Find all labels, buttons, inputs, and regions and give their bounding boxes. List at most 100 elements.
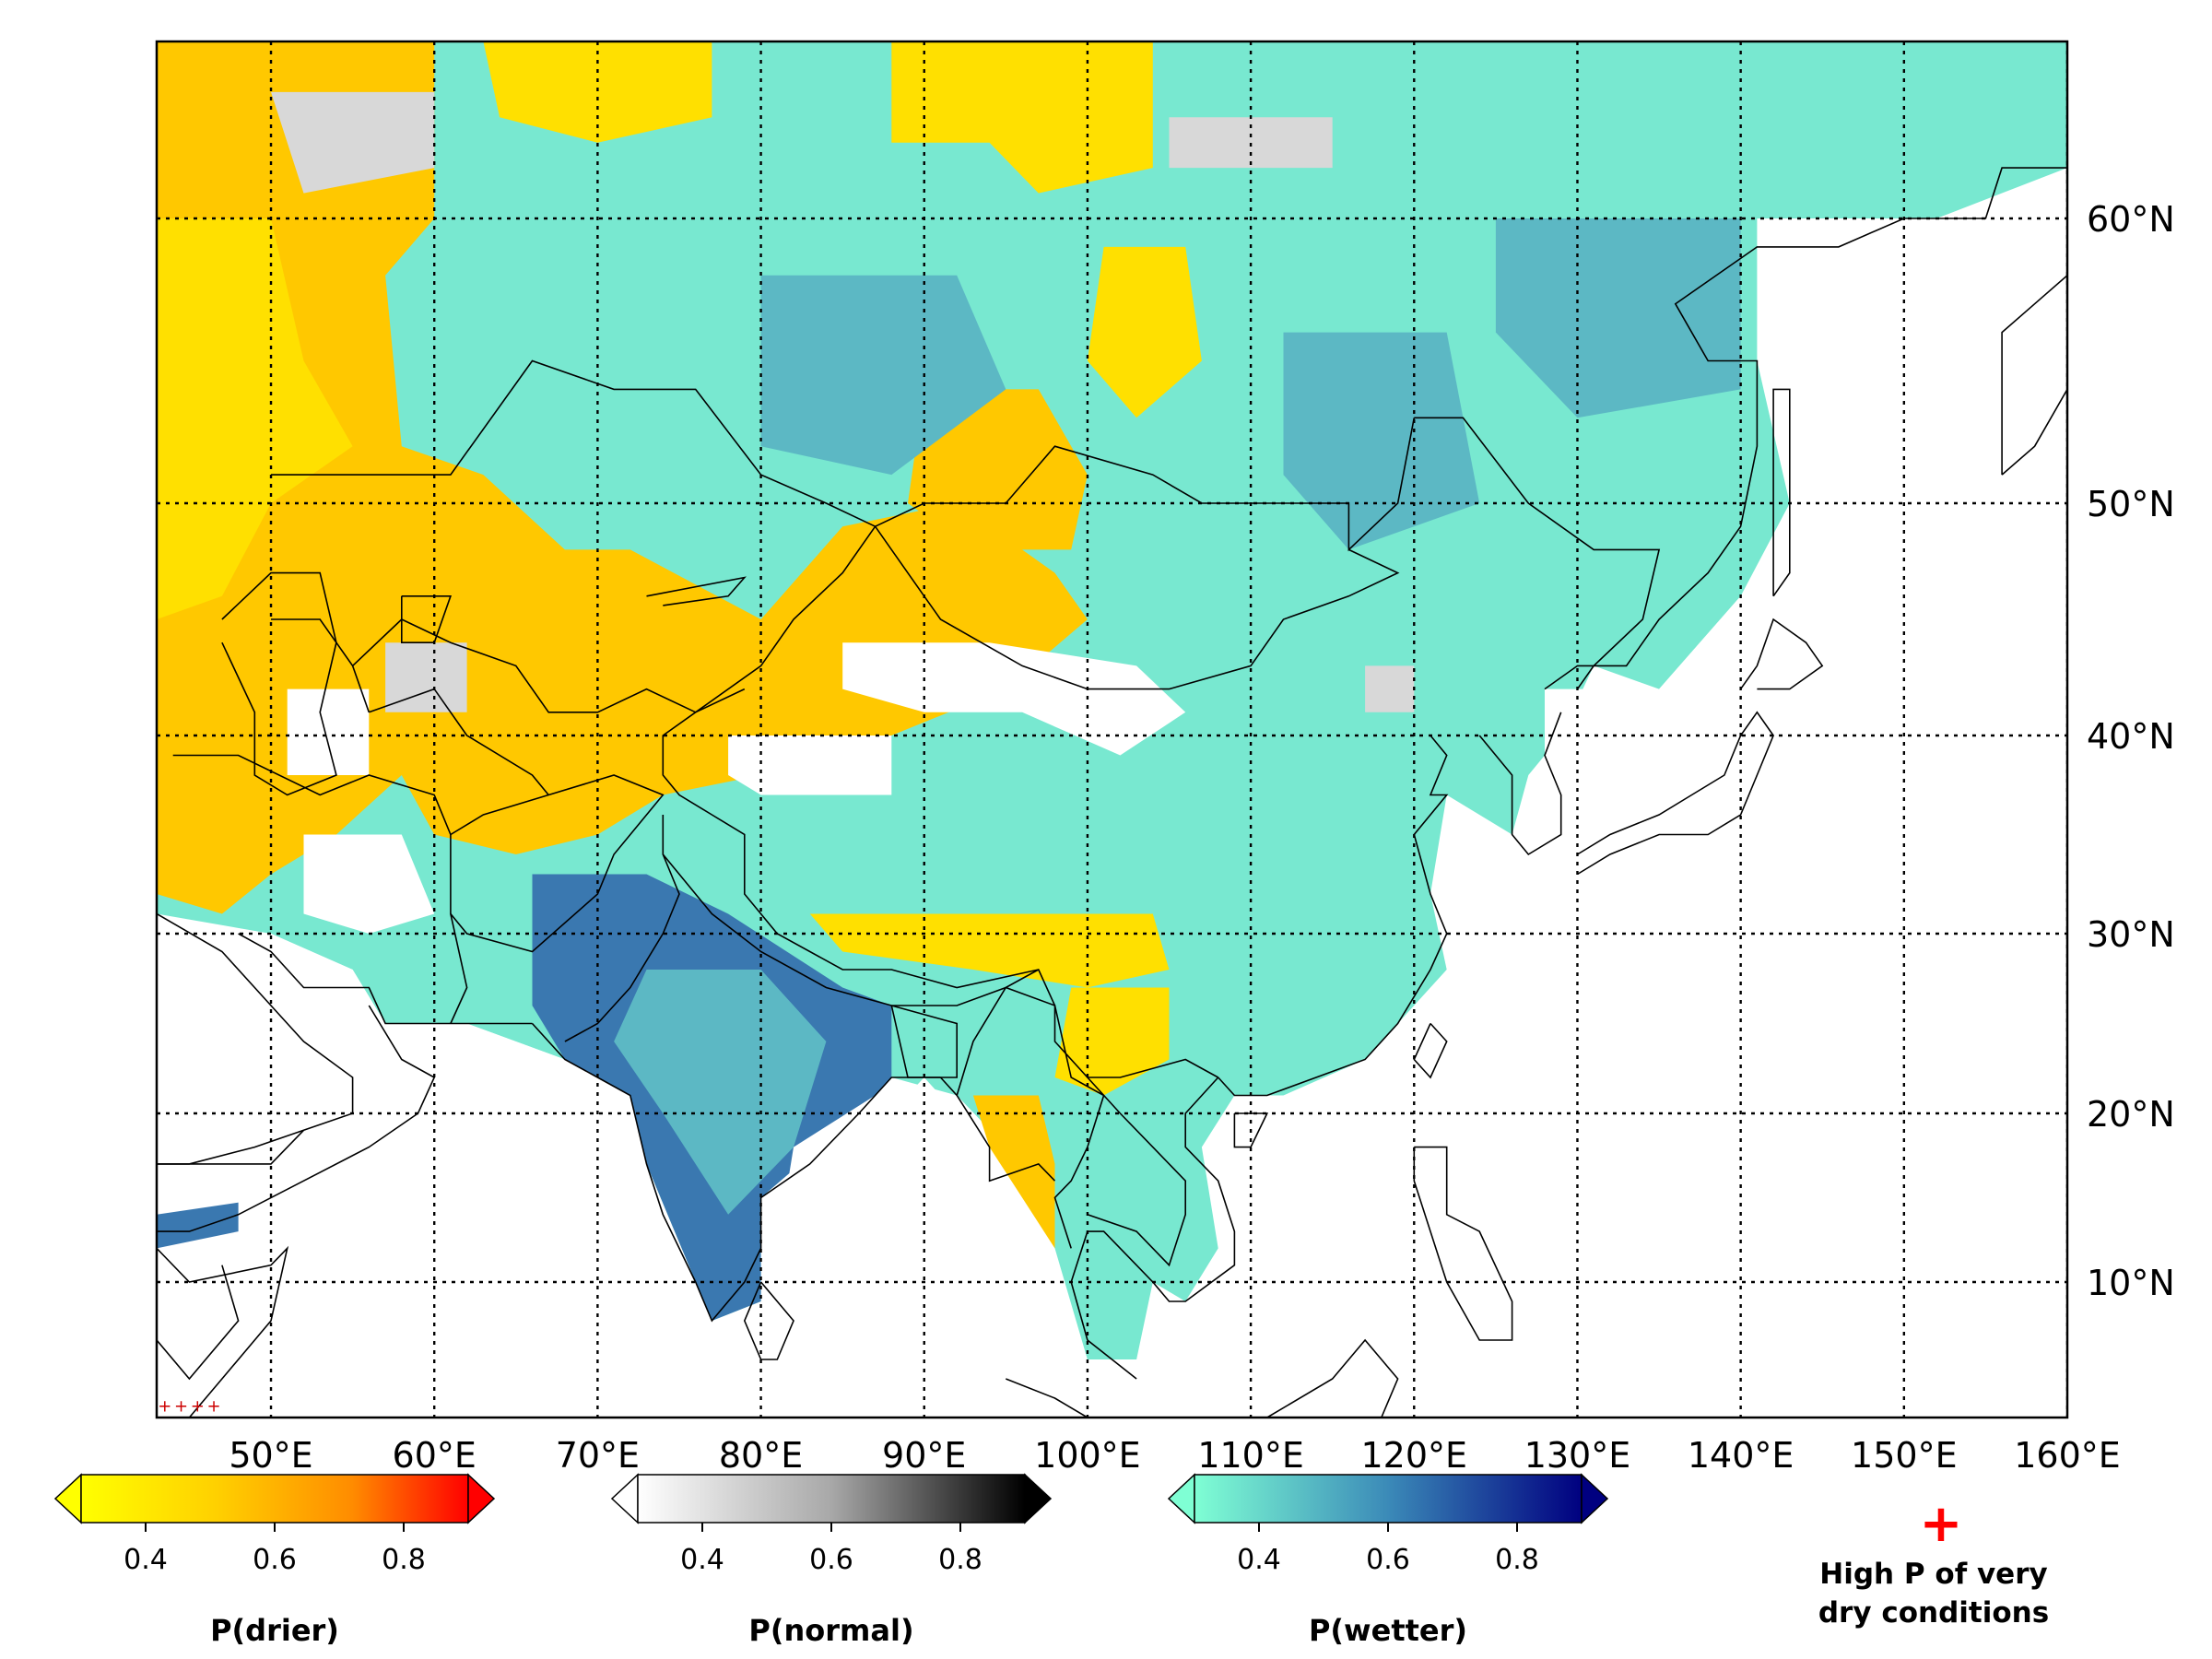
map-frame xyxy=(155,40,2069,1419)
coast-korea xyxy=(1478,712,1562,856)
coast-india xyxy=(531,1022,941,1323)
region-wetter-mid-2 xyxy=(1283,332,1480,550)
region-normal-3 xyxy=(1169,117,1333,169)
border-ethiopia xyxy=(157,1248,240,1381)
region-nosig-pacific xyxy=(1381,549,2067,1418)
very-dry-marker: + xyxy=(174,1396,188,1416)
lat-tick-label: 60°N xyxy=(2087,199,2175,240)
lon-tick-label: 160°E xyxy=(2014,1435,2121,1476)
region-normal-1 xyxy=(271,91,435,194)
coast-japan-honshu xyxy=(1577,711,1775,876)
lon-tick-label: 80°E xyxy=(719,1435,803,1476)
region-drier-tibet xyxy=(809,913,1170,988)
lon-tick-label: 70°E xyxy=(556,1435,640,1476)
colorbar-drier-title: P(drier) xyxy=(210,1613,339,1648)
border-bangladesh xyxy=(890,1005,958,1078)
border-iran xyxy=(172,754,468,1024)
legend-line-2: dry conditions xyxy=(1818,1596,2049,1630)
latitude-labels: 10°N 20°N 30°N 40°N 50°N 60°N xyxy=(2087,199,2175,1303)
region-nosig-taklim xyxy=(728,735,892,795)
very-dry-legend: + High P of very dry conditions xyxy=(1818,1494,2049,1630)
colorbar-tick-label: 0.8 xyxy=(938,1544,982,1576)
lat-tick-label: 20°N xyxy=(2087,1094,2175,1135)
coast-philippines xyxy=(1413,1146,1513,1341)
border-himalaya-south xyxy=(662,853,1040,1006)
very-dry-marker: + xyxy=(191,1396,205,1416)
lon-tick-label: 50°E xyxy=(229,1435,312,1476)
coast-oman xyxy=(157,1005,436,1232)
very-dry-marker: + xyxy=(206,1396,220,1416)
colorbar-tick-label: 0.8 xyxy=(382,1544,426,1576)
region-drier-north-1 xyxy=(483,41,712,143)
region-drier-yunnan xyxy=(1054,987,1170,1096)
region-nosig-arabia xyxy=(157,913,565,1215)
coast-borneo xyxy=(1234,1338,1399,1418)
region-nosig-indian-ocean xyxy=(157,1059,1006,1418)
border-india-pak xyxy=(564,815,680,1042)
region-nosig-kazakh xyxy=(287,688,370,775)
border-afg xyxy=(450,774,665,953)
coast-srilanka xyxy=(743,1281,794,1360)
coast-balkhash xyxy=(646,576,747,606)
border-yemen xyxy=(157,1129,305,1165)
colorbar-drier: 0.4 0.6 0.8 P(drier) xyxy=(53,1473,496,1648)
dry-plus-marker-icon: + xyxy=(1920,1494,1963,1554)
border-kaz-south xyxy=(271,618,371,713)
coast-arabia xyxy=(238,933,533,1025)
region-nosig-iran xyxy=(303,834,435,934)
lat-tick-label: 50°N xyxy=(2087,484,2175,524)
region-normal-4 xyxy=(1365,665,1415,712)
longitude-labels: 50°E 60°E 70°E 80°E 90°E 100°E 110°E 120°E 130°E… xyxy=(229,1435,2120,1476)
colorbar-tick-label: 0.8 xyxy=(1495,1544,1539,1576)
lon-tick-label: 110°E xyxy=(1197,1435,1304,1476)
lat-tick-label: 30°N xyxy=(2087,914,2175,955)
coast-china xyxy=(1218,735,1449,1097)
region-nosig-tarim xyxy=(842,642,1186,756)
lat-tick-label: 10°N xyxy=(2087,1263,2175,1303)
region-nosig-japan-sea xyxy=(1545,595,1758,815)
border-central-asia xyxy=(352,618,746,713)
colorbar-tick-label: 0.6 xyxy=(253,1544,297,1576)
lon-tick-label: 120°E xyxy=(1361,1435,1468,1476)
colorbar-wetter: 0.4 0.6 0.8 P(wetter) xyxy=(1167,1473,1609,1648)
border-mongolia-china xyxy=(874,525,1400,690)
region-wetter-mid-1 xyxy=(760,275,1006,476)
lon-tick-label: 100°E xyxy=(1034,1435,1141,1476)
colorbar-tick-label: 0.4 xyxy=(1237,1544,1281,1576)
coast-sakhalin xyxy=(1772,388,1791,597)
region-wetter-mid-3 xyxy=(1495,218,1741,418)
coast-indochina xyxy=(1070,1077,1236,1380)
lat-tick-label: 40°N xyxy=(2087,716,2175,757)
very-dry-marker: + xyxy=(158,1396,171,1416)
colorbar-normal: 0.4 0.6 0.8 P(normal) xyxy=(610,1473,1053,1648)
coast-myanmar xyxy=(939,1077,1056,1182)
coast-horn xyxy=(157,1245,289,1418)
border-saudi xyxy=(157,912,354,1165)
border-indochina-inner xyxy=(1087,1077,1186,1267)
region-drier-mongolia xyxy=(908,389,1088,550)
region-nosig-scs xyxy=(1218,1059,1415,1379)
region-drier-west-upper xyxy=(157,218,353,619)
colorbar-tick-label: 0.6 xyxy=(809,1544,853,1576)
region-normal-2 xyxy=(385,642,467,712)
legend-line-1: High P of very xyxy=(1819,1558,2047,1591)
region-wetter-india-core xyxy=(614,970,827,1215)
coast-japan-hokkaido xyxy=(1739,618,1824,690)
probability-field: + + + + xyxy=(157,41,2067,1418)
coast-taiwan xyxy=(1413,1022,1448,1079)
border-uzbek xyxy=(369,688,549,796)
lon-tick-label: 60°E xyxy=(393,1435,477,1476)
coast-kamchatka xyxy=(2001,274,2067,476)
colorbar-wetter-title: P(wetter) xyxy=(1309,1613,1467,1648)
colorbar-normal-title: P(normal) xyxy=(748,1613,913,1648)
border-amur xyxy=(1414,417,1661,690)
colorbar-tick-label: 0.4 xyxy=(124,1544,168,1576)
border-russia-kaz xyxy=(271,359,876,527)
lon-tick-label: 90°E xyxy=(882,1435,966,1476)
lon-tick-label: 150°E xyxy=(1851,1435,1958,1476)
lon-tick-label: 140°E xyxy=(1688,1435,1794,1476)
coast-caspian xyxy=(221,571,337,796)
colorbar-tick-label: 0.6 xyxy=(1366,1544,1410,1576)
colorbar-tick-label: 0.4 xyxy=(680,1544,724,1576)
